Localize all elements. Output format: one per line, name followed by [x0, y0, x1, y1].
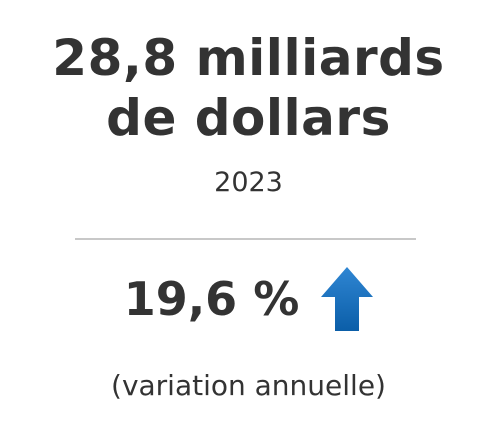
arrow-up-icon	[321, 267, 374, 331]
headline-amount: 28,8 milliards de dollars	[0, 28, 497, 148]
caption: (variation annuelle)	[111, 369, 386, 402]
headline-line-1: 28,8 milliards	[52, 29, 445, 87]
divider	[75, 238, 416, 240]
headline-line-2: de dollars	[106, 89, 391, 147]
year-label: 2023	[214, 167, 283, 198]
change-row: 19,6 %	[0, 264, 497, 334]
change-value: 19,6 %	[123, 272, 300, 326]
